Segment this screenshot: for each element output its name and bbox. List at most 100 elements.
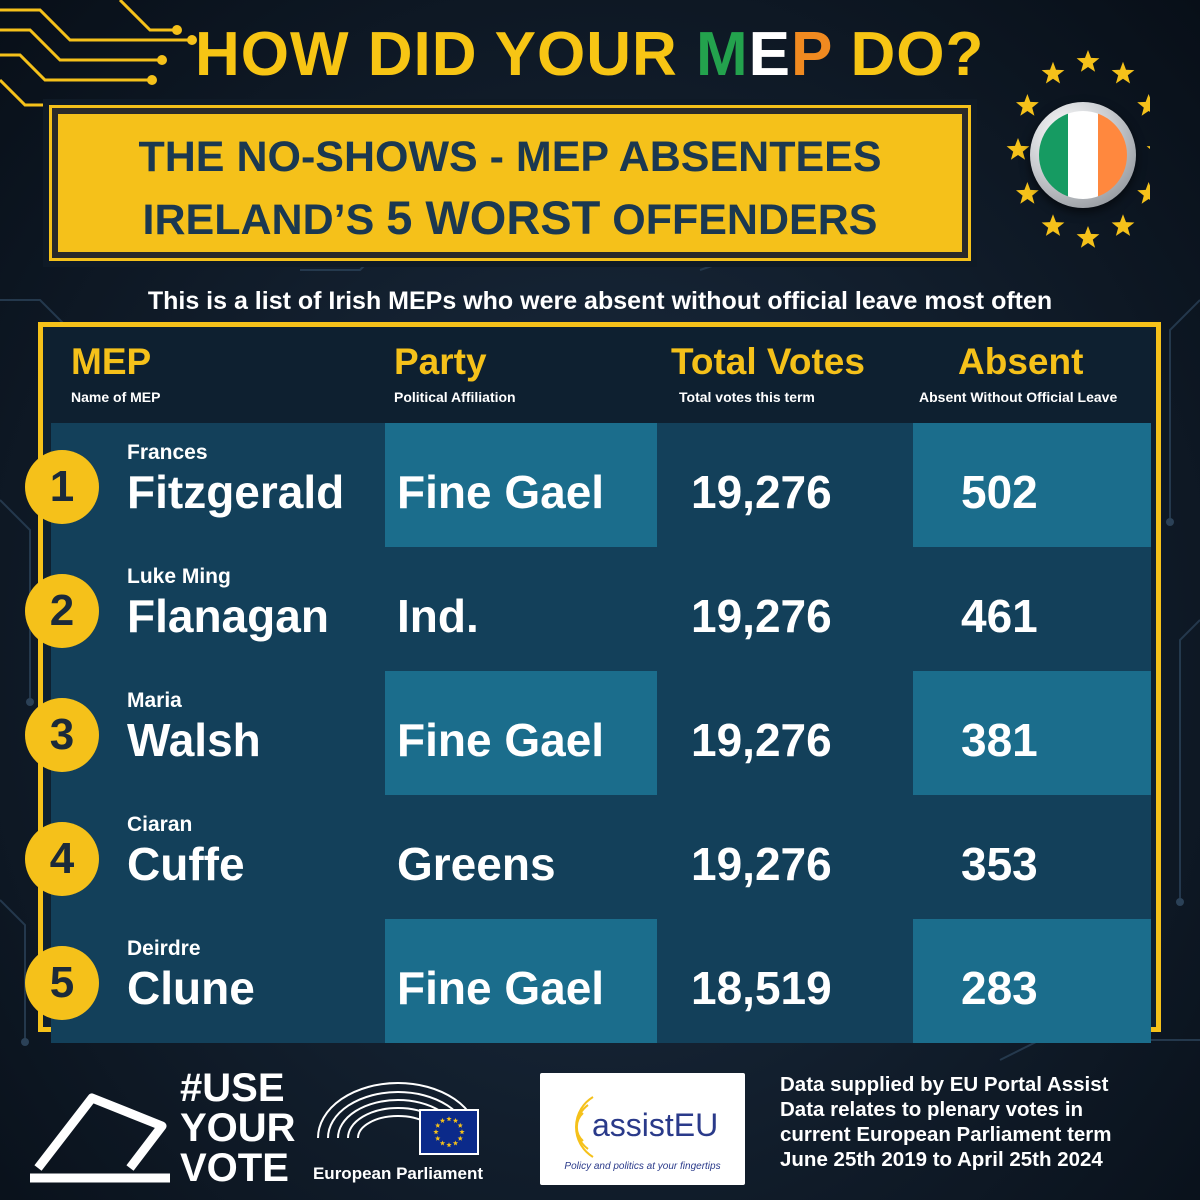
title-emphasis: 5 WORST <box>386 191 601 244</box>
headline-m: M <box>695 20 749 89</box>
star-icon <box>1041 214 1065 236</box>
mep-total-votes: 19,276 <box>691 838 832 890</box>
eu-stars-icon <box>1006 50 1150 248</box>
mep-absent-count: 283 <box>961 962 1038 1014</box>
table-cell-bg <box>657 919 913 1043</box>
table-cell-bg <box>51 795 385 919</box>
data-note-line: Data relates to plenary votes in <box>780 1098 1084 1121</box>
mep-total-votes: 19,276 <box>691 466 832 518</box>
headline-p: P <box>791 20 833 89</box>
table-cell-bg <box>385 547 657 671</box>
uyv-line-3: VOTE <box>180 1146 289 1190</box>
table-row: 3 Maria Walsh Fine Gael 19,276 381 <box>25 671 1151 795</box>
headline-text-1: HOW DID YOUR <box>195 20 696 89</box>
star-icon <box>1137 182 1150 204</box>
star-icon <box>1016 94 1039 116</box>
star-icon <box>457 1122 463 1128</box>
european-parliament-logo: European Parliament <box>308 1068 488 1188</box>
mep-total-votes: 19,276 <box>691 714 832 766</box>
table-cell-bg <box>913 919 1151 1043</box>
headline-e: E <box>748 20 791 89</box>
table-row: 2 Luke Ming Flanagan Ind. 19,276 461 <box>25 547 1151 671</box>
table-header: MEP Name of MEP Party Political Affiliat… <box>43 327 1156 423</box>
star-icon <box>1146 146 1150 150</box>
mep-last-name: Fitzgerald <box>127 466 345 518</box>
mep-last-name: Cuffe <box>127 838 245 890</box>
mep-absent-count: 502 <box>961 466 1038 518</box>
headline: HOW DID YOUR MEP DO? <box>195 24 984 86</box>
star-icon <box>1016 182 1039 204</box>
table-cell-bg <box>913 547 1151 671</box>
table-row: 4 Ciaran Cuffe Greens 19,276 353 <box>25 795 1151 919</box>
star-icon <box>1111 214 1135 236</box>
header-mep-sub: Name of MEP <box>71 389 161 405</box>
table-cell-bg <box>385 671 657 795</box>
title-box: THE NO-SHOWS - MEP ABSENTEES IRELAND’S 5… <box>49 105 971 261</box>
title-text: - MEP ABSENTEES <box>477 133 882 181</box>
star-icon <box>1137 94 1150 116</box>
title-text: IRELAND’S <box>142 196 387 244</box>
table-cell-bg <box>51 919 385 1043</box>
star-icon <box>435 1122 441 1128</box>
star-icon <box>1006 138 1030 160</box>
table-cell-bg <box>657 795 913 919</box>
irish-flag-icon <box>1030 102 1136 208</box>
rank-badge: 4 <box>25 822 99 896</box>
star-icon <box>439 1140 446 1146</box>
table-cell-bg <box>385 423 657 547</box>
table-cell-bg <box>385 795 657 919</box>
header-absent: Absent <box>958 341 1084 382</box>
header-party-sub: Political Affiliation <box>394 389 516 405</box>
ballot-box-icon <box>30 1093 170 1183</box>
mep-absent-count: 353 <box>961 838 1038 890</box>
mep-absent-count: 461 <box>961 590 1038 642</box>
mep-party: Fine Gael <box>397 714 605 766</box>
table-cell-bg <box>51 671 385 795</box>
mep-total-votes: 18,519 <box>691 962 832 1014</box>
parliament-hemicycle-icon <box>317 1082 479 1155</box>
assisteu-name: assistEU <box>592 1107 719 1143</box>
uyv-line-2: YOUR <box>180 1106 296 1150</box>
star-icon <box>459 1129 465 1135</box>
data-note-line: June 25th 2019 to April 25th 2024 <box>780 1148 1103 1171</box>
mep-last-name: Walsh <box>127 714 261 766</box>
mep-absent-count: 381 <box>961 714 1038 766</box>
mep-last-name: Clune <box>127 962 255 1014</box>
mep-last-name: Flanagan <box>127 590 329 642</box>
use-your-vote: #USE YOUR VOTE <box>30 1068 296 1188</box>
star-icon <box>1111 61 1135 84</box>
header-votes: Total Votes <box>671 341 865 382</box>
rank-badge: 1 <box>25 450 99 524</box>
table-cell-bg <box>51 547 385 671</box>
star-icon <box>446 1142 452 1148</box>
table-cell-bg <box>913 671 1151 795</box>
table-cell-bg <box>51 423 385 547</box>
irish-flag <box>1039 111 1127 199</box>
data-note-line: current European Parliament term <box>780 1123 1112 1146</box>
table-row: 5 Deirdre Clune Fine Gael 18,519 283 <box>25 919 1151 1043</box>
header-absent-sub: Absent Without Official Leave <box>919 389 1118 405</box>
header-votes-sub: Total votes this term <box>679 389 815 405</box>
title-line-2: IRELAND’S 5 WORST OFFENDERS <box>58 194 962 242</box>
assisteu-logo: assistEU Policy and politics at your fin… <box>540 1073 745 1185</box>
data-source-note: Data supplied by EU Portal Assist Data r… <box>780 1072 1180 1172</box>
title-line-1: THE NO-SHOWS - MEP ABSENTEES <box>58 136 962 179</box>
star-icon <box>452 1117 459 1123</box>
rank-badge: 3 <box>25 698 99 772</box>
title-emphasis: NO-SHOWS <box>236 133 478 181</box>
rank-badge: 2 <box>25 574 99 648</box>
star-icon <box>457 1135 463 1141</box>
uyv-line-1: #USE <box>180 1066 285 1110</box>
use-your-vote-text: #USE YOUR VOTE <box>180 1068 296 1188</box>
star-icon <box>435 1135 441 1141</box>
star-icon <box>446 1116 452 1122</box>
star-icon <box>452 1140 459 1146</box>
mep-first-name: Ciaran <box>127 813 193 836</box>
ep-label: European Parliament <box>312 1164 484 1183</box>
star-icon <box>439 1117 446 1123</box>
mep-party: Fine Gael <box>397 962 605 1014</box>
table-cell-bg <box>913 795 1151 919</box>
title-text: OFFENDERS <box>600 196 878 244</box>
mep-party: Fine Gael <box>397 466 605 518</box>
table-cell-bg <box>385 919 657 1043</box>
